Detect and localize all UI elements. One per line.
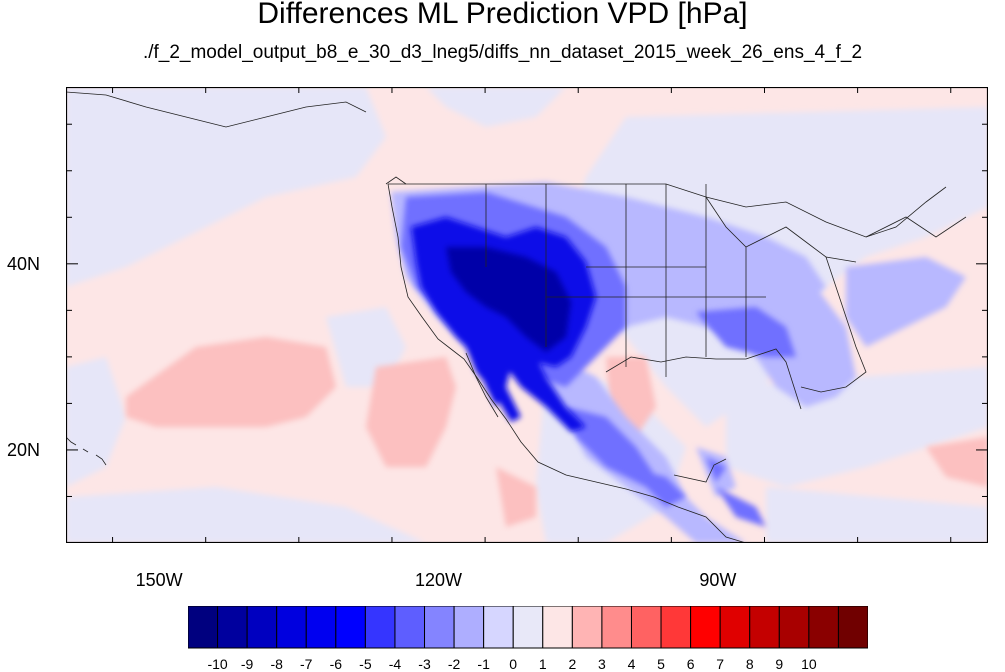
lon-label-90w: 90W <box>699 570 737 590</box>
colorbar-tick-label: -10 <box>207 656 228 672</box>
lat-label-20n: 20N <box>6 439 40 460</box>
colorbar-swatch <box>660 606 692 649</box>
colorbar-swatch <box>630 606 662 649</box>
colorbar-swatch <box>217 606 248 649</box>
colorbar-tick-label: 4 <box>627 656 636 672</box>
colorbar-tick-label: 5 <box>657 656 665 672</box>
colorbar-tick-label: 7 <box>716 656 725 672</box>
light-blue-regions <box>66 87 988 543</box>
difference-map <box>66 87 988 543</box>
colorbar-swatch <box>453 606 485 649</box>
colorbar-swatch <box>571 606 603 649</box>
tick-marks <box>66 87 988 543</box>
colorbar-tick-label: -2 <box>447 656 461 672</box>
coastlines <box>66 91 967 543</box>
colorbar-swatch <box>246 606 278 649</box>
lat-label-40n: 40N <box>6 253 40 274</box>
colorbar-swatch <box>837 606 868 649</box>
lon-label-120w: 120W <box>415 570 463 590</box>
colorbar-swatch <box>188 606 219 649</box>
colorbar-swatch <box>276 606 307 649</box>
colorbar-tick-label: -4 <box>388 656 402 672</box>
colorbar-swatch <box>424 606 455 649</box>
darkest-blue-core <box>446 247 571 352</box>
colorbar-tick-label: 8 <box>745 656 754 672</box>
colorbar-swatch <box>483 606 514 649</box>
colorbar-tick-label: -3 <box>418 656 431 672</box>
colorbar-tick-label: 6 <box>686 656 695 672</box>
colorbar-tick-label: 3 <box>598 656 606 672</box>
colorbar-swatch <box>335 606 366 649</box>
colorbar <box>188 606 868 649</box>
colorbar-tick-label: -9 <box>240 656 254 672</box>
map-panel <box>66 87 988 543</box>
colorbar-swatch <box>305 606 337 649</box>
colorbar-swatch <box>778 606 810 649</box>
colorbar-swatch <box>749 606 780 649</box>
colorbar-swatch <box>364 606 396 649</box>
colorbar-swatch <box>512 606 544 649</box>
colorbar-tick-label: 0 <box>509 656 518 672</box>
map-frame <box>66 87 988 543</box>
colorbar-tick-label: -7 <box>300 656 313 672</box>
colorbar-tick-label: 2 <box>568 656 577 672</box>
colorbar-tick-label: -5 <box>359 656 372 672</box>
light-red-regions <box>126 337 988 527</box>
colorbar-tick-label: -1 <box>477 656 490 672</box>
colorbar-tick-label: -6 <box>329 656 343 672</box>
colorbar-tick-label: 1 <box>538 656 547 672</box>
colorbar-swatch <box>690 606 721 649</box>
colorbar-swatch <box>601 606 632 649</box>
plot-title: Differences ML Prediction VPD [hPa] <box>257 0 748 30</box>
colorbar-swatch <box>542 606 573 649</box>
colorbar-swatch <box>808 606 839 649</box>
colorbar-swatch <box>394 606 426 649</box>
lon-label-150w: 150W <box>135 570 183 590</box>
colorbar-swatch <box>719 606 751 649</box>
colorbar-tick-label: -8 <box>270 656 283 672</box>
plot-subtitle: ./f_2_model_output_b8_e_30_d3_lneg5/diff… <box>142 42 863 63</box>
colorbar-tick-label: 9 <box>775 656 784 672</box>
colorbar-tick-label: 10 <box>801 656 817 672</box>
